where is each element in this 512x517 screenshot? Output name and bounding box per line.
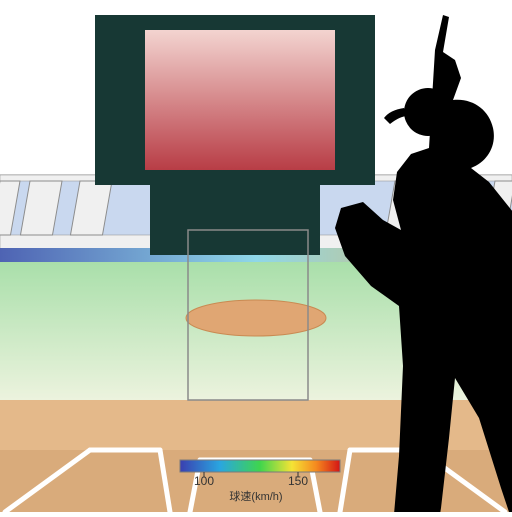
scoreboard-screen	[145, 30, 335, 170]
scoreboard-neck	[150, 185, 320, 255]
legend-colorbar	[180, 460, 340, 472]
scene-svg: 100 150 球速(km/h)	[0, 0, 512, 512]
legend-tick-label: 150	[288, 474, 308, 488]
pitchers-mound	[186, 300, 326, 336]
legend-axis-label: 球速(km/h)	[229, 489, 282, 503]
batter-head	[404, 88, 452, 136]
legend-tick-label: 100	[194, 474, 214, 488]
